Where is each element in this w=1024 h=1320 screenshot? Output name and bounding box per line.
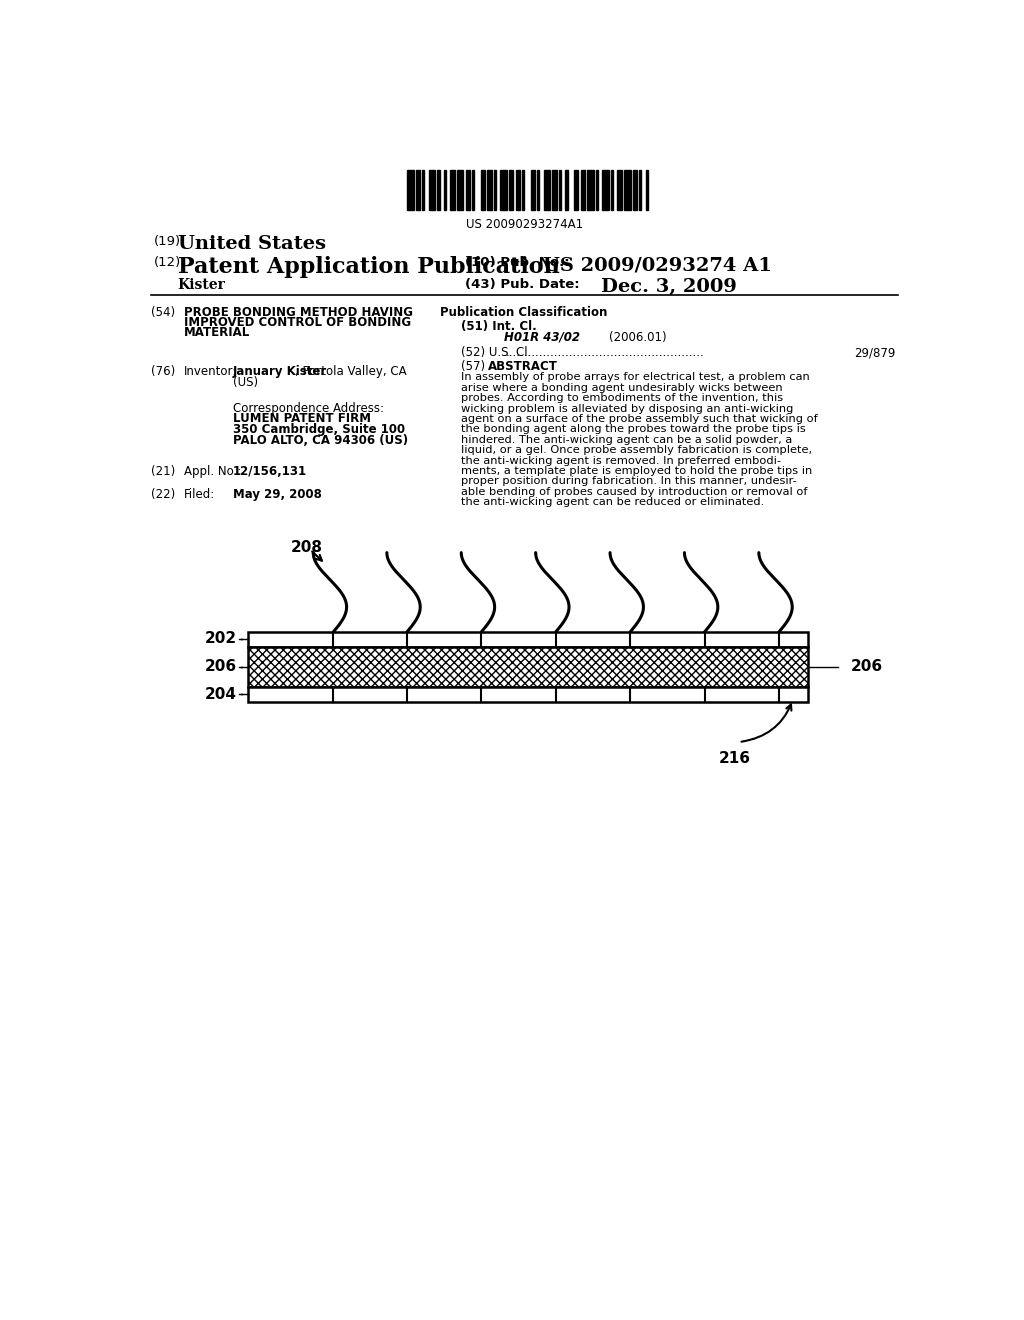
Text: Filed:: Filed:	[183, 488, 215, 502]
Text: the anti-wicking agent can be reduced or eliminated.: the anti-wicking agent can be reduced or…	[461, 498, 765, 507]
Text: 208: 208	[291, 540, 323, 556]
Bar	[248, 686, 809, 702]
Text: (57): (57)	[461, 360, 485, 374]
Text: Kister: Kister	[177, 277, 225, 292]
Bar	[248, 632, 809, 647]
Text: Patent Application Publication: Patent Application Publication	[177, 256, 559, 279]
Bar	[466, 170, 470, 210]
Text: Publication Classification: Publication Classification	[439, 306, 607, 319]
Text: 206: 206	[851, 659, 883, 675]
Bar	[509, 170, 513, 210]
Bar	[248, 647, 809, 686]
Text: wicking problem is alleviated by disposing an anti-wicking: wicking problem is alleviated by disposi…	[461, 404, 794, 413]
Text: the bonding agent along the probes toward the probe tips is: the bonding agent along the probes towar…	[461, 425, 806, 434]
Bar	[611, 170, 613, 210]
Bar	[596, 170, 598, 210]
Text: MATERIAL: MATERIAL	[183, 326, 250, 339]
Text: .....................................................: ........................................…	[506, 346, 705, 359]
Bar	[481, 170, 485, 210]
Text: probes. According to embodiments of the invention, this: probes. According to embodiments of the …	[461, 393, 783, 403]
Text: 202: 202	[205, 631, 237, 647]
Bar	[646, 170, 648, 210]
Text: (51) Int. Cl.: (51) Int. Cl.	[461, 321, 537, 333]
Bar	[416, 170, 420, 210]
Text: Dec. 3, 2009: Dec. 3, 2009	[601, 277, 736, 296]
Text: 216: 216	[719, 751, 751, 767]
Text: ABSTRACT: ABSTRACT	[488, 360, 558, 374]
Bar	[472, 170, 474, 210]
Text: H01R 43/02: H01R 43/02	[504, 331, 580, 345]
Text: arise where a bonding agent undesirably wicks between: arise where a bonding agent undesirably …	[461, 383, 783, 393]
Bar	[544, 170, 550, 210]
Text: 12/156,131: 12/156,131	[232, 465, 307, 478]
Bar	[639, 170, 641, 210]
Bar	[574, 170, 579, 210]
Bar	[437, 170, 439, 210]
Text: 206: 206	[205, 659, 237, 675]
Bar	[457, 170, 464, 210]
Text: 350 Cambridge, Suite 100: 350 Cambridge, Suite 100	[232, 424, 404, 437]
Bar	[443, 170, 446, 210]
Text: hindered. The anti-wicking agent can be a solid powder, a: hindered. The anti-wicking agent can be …	[461, 434, 793, 445]
Bar	[617, 170, 622, 210]
Text: January Kister: January Kister	[232, 364, 327, 378]
Text: (12): (12)	[155, 256, 181, 269]
Bar	[487, 170, 492, 210]
Text: PROBE BONDING METHOD HAVING: PROBE BONDING METHOD HAVING	[183, 306, 413, 319]
Bar	[559, 170, 561, 210]
Text: (76): (76)	[152, 364, 175, 378]
Text: agent on a surface of the probe assembly such that wicking of: agent on a surface of the probe assembly…	[461, 414, 818, 424]
Bar	[538, 170, 540, 210]
Bar	[451, 170, 455, 210]
Text: able bending of probes caused by introduction or removal of: able bending of probes caused by introdu…	[461, 487, 808, 496]
Bar	[501, 170, 507, 210]
Text: LUMEN PATENT FIRM: LUMEN PATENT FIRM	[232, 412, 371, 425]
Bar	[565, 170, 567, 210]
Text: proper position during fabrication. In this manner, undesir-: proper position during fabrication. In t…	[461, 477, 797, 486]
Text: US 20090293274A1: US 20090293274A1	[466, 218, 584, 231]
Text: Inventor:: Inventor:	[183, 364, 237, 378]
Text: May 29, 2008: May 29, 2008	[232, 488, 322, 502]
Text: the anti-wicking agent is removed. In preferred embodi-: the anti-wicking agent is removed. In pr…	[461, 455, 781, 466]
Bar	[494, 170, 496, 210]
Bar	[587, 170, 594, 210]
Text: (52) U.S. Cl.: (52) U.S. Cl.	[461, 346, 531, 359]
Text: liquid, or a gel. Once probe assembly fabrication is complete,: liquid, or a gel. Once probe assembly fa…	[461, 445, 812, 455]
Bar	[624, 170, 631, 210]
Text: PALO ALTO, CA 94306 (US): PALO ALTO, CA 94306 (US)	[232, 434, 408, 447]
Text: ments, a template plate is employed to hold the probe tips in: ments, a template plate is employed to h…	[461, 466, 812, 477]
Bar	[407, 170, 414, 210]
Bar	[581, 170, 585, 210]
Text: (10) Pub. No.:: (10) Pub. No.:	[465, 256, 569, 269]
Text: 29/879: 29/879	[854, 346, 895, 359]
Text: , Portola Valley, CA: , Portola Valley, CA	[295, 364, 407, 378]
Bar	[515, 170, 520, 210]
Text: 204: 204	[205, 686, 237, 702]
Text: (US): (US)	[232, 376, 258, 388]
Text: (22): (22)	[152, 488, 175, 502]
Bar	[530, 170, 535, 210]
Text: (19): (19)	[155, 235, 181, 248]
Text: US 2009/0293274 A1: US 2009/0293274 A1	[543, 256, 772, 275]
Bar	[422, 170, 424, 210]
Text: In assembly of probe arrays for electrical test, a problem can: In assembly of probe arrays for electric…	[461, 372, 810, 383]
Text: (2006.01): (2006.01)	[608, 331, 667, 345]
Text: IMPROVED CONTROL OF BONDING: IMPROVED CONTROL OF BONDING	[183, 317, 411, 329]
Text: Appl. No.:: Appl. No.:	[183, 465, 241, 478]
Text: (21): (21)	[152, 465, 175, 478]
Bar	[633, 170, 637, 210]
Text: (43) Pub. Date:: (43) Pub. Date:	[465, 277, 580, 290]
Bar	[552, 170, 557, 210]
Bar	[429, 170, 435, 210]
Bar	[602, 170, 609, 210]
Text: Correspondence Address:: Correspondence Address:	[232, 401, 384, 414]
Bar	[522, 170, 524, 210]
Text: (54): (54)	[152, 306, 175, 319]
Text: United States: United States	[177, 235, 326, 253]
